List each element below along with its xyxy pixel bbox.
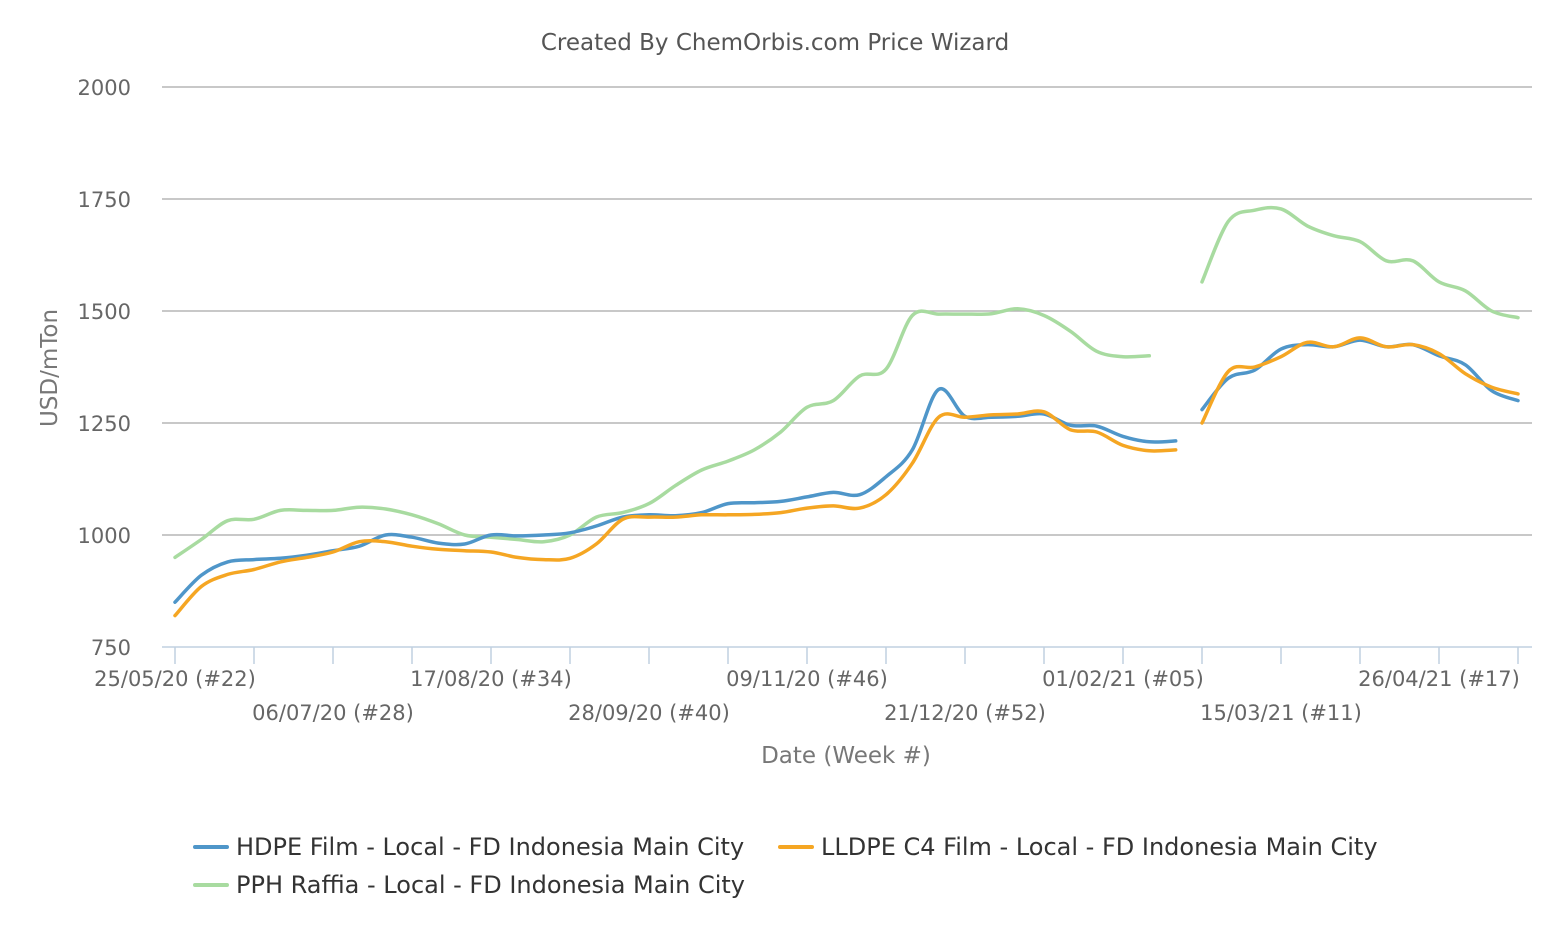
x-tick-label: 26/04/21 (#17)	[1358, 667, 1520, 691]
legend-label: HDPE Film - Local - FD Indonesia Main Ci…	[236, 833, 744, 861]
x-tick-label: 25/05/20 (#22)	[94, 667, 256, 691]
chart-title: Created By ChemOrbis.com Price Wizard	[541, 30, 1009, 56]
gridlines	[162, 86, 1532, 536]
series-line-lldpe-c4-film-segment-1[interactable]	[173, 409, 1178, 618]
y-tick-label: 750	[91, 636, 131, 660]
y-axis-ticks: 750 1000 1250 1500 1750 2000	[78, 76, 131, 660]
x-axis-label: Date (Week #)	[761, 743, 931, 769]
y-tick-label: 1500	[78, 300, 131, 324]
x-tick-label: 21/12/20 (#52)	[884, 701, 1046, 725]
x-tick-label: 17/08/20 (#34)	[410, 667, 572, 691]
x-tick-label: 01/02/21 (#05)	[1042, 667, 1204, 691]
legend-item-pph-raffia[interactable]: PPH Raffia - Local - FD Indonesia Main C…	[193, 871, 745, 899]
y-tick-label: 1750	[78, 188, 131, 212]
series-line-hdpe-film-segment-2[interactable]	[1200, 338, 1520, 412]
legend-label: PPH Raffia - Local - FD Indonesia Main C…	[236, 871, 745, 899]
y-tick-label: 2000	[78, 76, 131, 100]
legend-item-hdpe-film[interactable]: HDPE Film - Local - FD Indonesia Main Ci…	[193, 833, 744, 861]
series-line-hdpe-film-segment-1[interactable]	[173, 387, 1178, 604]
x-tick-label: 15/03/21 (#11)	[1200, 701, 1362, 725]
series-line-pph-raffia-segment-1[interactable]	[173, 307, 1152, 560]
legend-item-lldpe-c4-film[interactable]: LLDPE C4 Film - Local - FD Indonesia Mai…	[778, 833, 1378, 861]
series-line-pph-raffia-segment-2[interactable]	[1200, 205, 1520, 320]
y-tick-label: 1000	[78, 524, 131, 548]
y-tick-label: 1250	[78, 412, 131, 436]
legend-label: LLDPE C4 Film - Local - FD Indonesia Mai…	[821, 833, 1378, 861]
legend[interactable]: HDPE Film - Local - FD Indonesia Main Ci…	[193, 833, 1378, 899]
x-tick-label: 09/11/20 (#46)	[726, 667, 888, 691]
x-axis-ticks: 25/05/20 (#22) 06/07/20 (#28) 17/08/20 (#3…	[94, 647, 1520, 725]
series-line-lldpe-c4-film-segment-2[interactable]	[1200, 336, 1520, 425]
x-tick-label: 28/09/20 (#40)	[568, 701, 730, 725]
x-tick-label: 06/07/20 (#28)	[252, 701, 414, 725]
series-lines	[173, 205, 1520, 618]
y-axis-label: USD/mTon	[37, 309, 63, 427]
